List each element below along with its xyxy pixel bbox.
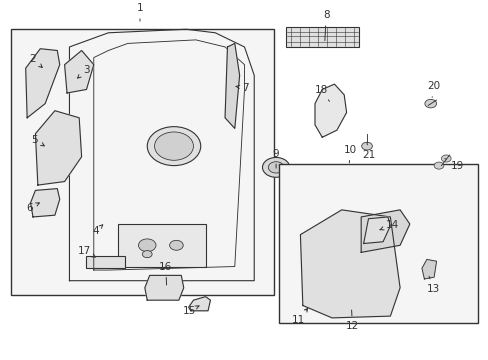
Text: 13: 13 xyxy=(426,276,439,294)
Circle shape xyxy=(424,99,436,108)
Text: 11: 11 xyxy=(291,309,307,325)
Text: 12: 12 xyxy=(345,310,358,332)
Text: 10: 10 xyxy=(343,145,356,163)
Text: 4: 4 xyxy=(93,225,102,236)
Circle shape xyxy=(347,303,359,311)
Text: 15: 15 xyxy=(182,306,199,316)
Text: 2: 2 xyxy=(30,54,42,67)
Circle shape xyxy=(138,239,156,252)
Text: 9: 9 xyxy=(272,149,279,168)
Text: 7: 7 xyxy=(236,83,248,93)
Text: 19: 19 xyxy=(444,158,464,171)
Polygon shape xyxy=(224,44,239,129)
Text: 21: 21 xyxy=(362,143,375,160)
Bar xyxy=(11,29,273,295)
Circle shape xyxy=(58,155,66,162)
Polygon shape xyxy=(361,210,409,252)
Circle shape xyxy=(49,174,56,179)
Polygon shape xyxy=(314,84,346,137)
Bar xyxy=(278,164,477,323)
Circle shape xyxy=(311,278,362,315)
Text: 18: 18 xyxy=(314,85,329,102)
Text: 17: 17 xyxy=(78,246,95,257)
Circle shape xyxy=(147,127,201,166)
Circle shape xyxy=(142,251,152,258)
Circle shape xyxy=(169,240,183,250)
Text: 6: 6 xyxy=(26,203,39,213)
Text: 14: 14 xyxy=(379,220,398,230)
Circle shape xyxy=(51,145,63,154)
Bar xyxy=(86,256,125,268)
Polygon shape xyxy=(421,260,436,279)
Polygon shape xyxy=(30,189,60,217)
Circle shape xyxy=(441,155,450,162)
Polygon shape xyxy=(300,210,399,318)
Polygon shape xyxy=(64,50,94,93)
Circle shape xyxy=(433,162,443,169)
Circle shape xyxy=(55,162,64,169)
Text: 3: 3 xyxy=(78,65,90,78)
Circle shape xyxy=(51,168,59,174)
Text: 8: 8 xyxy=(322,10,329,41)
Polygon shape xyxy=(144,275,183,300)
Text: 16: 16 xyxy=(159,262,172,285)
Text: 20: 20 xyxy=(427,81,440,97)
Bar xyxy=(285,27,358,47)
Polygon shape xyxy=(188,297,210,311)
Polygon shape xyxy=(363,217,389,243)
Text: 1: 1 xyxy=(136,3,143,21)
Circle shape xyxy=(262,157,289,177)
Bar xyxy=(118,224,205,266)
Circle shape xyxy=(154,132,193,160)
Polygon shape xyxy=(35,111,81,185)
Polygon shape xyxy=(26,49,60,118)
Text: 5: 5 xyxy=(31,135,44,146)
Circle shape xyxy=(268,162,284,173)
Circle shape xyxy=(361,142,372,150)
